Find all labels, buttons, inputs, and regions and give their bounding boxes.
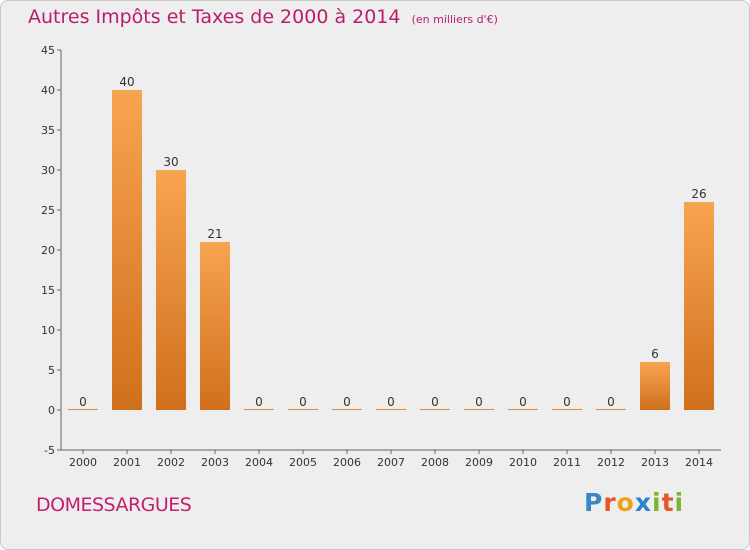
y-tick-label: 45 — [41, 44, 55, 57]
x-tick-label-2007: 2007 — [377, 456, 405, 469]
data-label-2007: 0 — [387, 395, 395, 409]
data-label-2003: 21 — [207, 227, 222, 241]
x-tick-label-2006: 2006 — [333, 456, 361, 469]
data-label-2010: 0 — [519, 395, 527, 409]
bar-2005 — [288, 409, 318, 410]
bar-2007 — [376, 409, 406, 410]
chart-unit-note: (en milliers d'€) — [411, 13, 498, 26]
y-tick-label: 0 — [48, 404, 55, 417]
data-label-2000: 0 — [79, 395, 87, 409]
data-label-2014: 26 — [691, 187, 706, 201]
bar-2008 — [420, 409, 450, 410]
x-tick-label-2002: 2002 — [157, 456, 185, 469]
y-tick-label: 5 — [48, 364, 55, 377]
y-tick-label: 25 — [41, 204, 55, 217]
data-label-2008: 0 — [431, 395, 439, 409]
x-tick-label-2009: 2009 — [465, 456, 493, 469]
x-tick-label-2000: 2000 — [69, 456, 97, 469]
data-label-2006: 0 — [343, 395, 351, 409]
data-label-2012: 0 — [607, 395, 615, 409]
chart-title: Autres Impôts et Taxes de 2000 à 2014 — [28, 6, 401, 28]
data-label-2002: 30 — [163, 155, 178, 169]
bar-2013 — [640, 362, 670, 410]
x-tick-label-2013: 2013 — [641, 456, 669, 469]
y-tick-label: 35 — [41, 124, 55, 137]
bar-2011 — [552, 409, 582, 410]
x-tick-label-2011: 2011 — [553, 456, 581, 469]
bar-2009 — [464, 409, 494, 410]
bar-2012 — [596, 409, 626, 410]
x-tick-label-2001: 2001 — [113, 456, 141, 469]
bar-2004 — [244, 409, 274, 410]
x-tick-label-2014: 2014 — [685, 456, 713, 469]
x-tick-label-2008: 2008 — [421, 456, 449, 469]
data-label-2013: 6 — [651, 347, 659, 361]
bar-2014 — [684, 202, 714, 410]
bar-2003 — [200, 242, 230, 410]
commune-name: DOMESSARGUES — [36, 494, 192, 516]
bar-2006 — [332, 409, 362, 410]
proxiti-logo: Proxiti — [584, 488, 685, 517]
x-tick-label-2003: 2003 — [201, 456, 229, 469]
x-tick-label-2010: 2010 — [509, 456, 537, 469]
bar-2000 — [68, 409, 98, 410]
data-label-2009: 0 — [475, 395, 483, 409]
x-tick-label-2005: 2005 — [289, 456, 317, 469]
y-tick-label: 10 — [41, 324, 55, 337]
y-tick-label: 30 — [41, 164, 55, 177]
y-tick-label: 40 — [41, 84, 55, 97]
x-tick-label-2004: 2004 — [245, 456, 273, 469]
y-tick-label: 15 — [41, 284, 55, 297]
bar-2010 — [508, 409, 538, 410]
x-tick-label-2012: 2012 — [597, 456, 625, 469]
data-label-2005: 0 — [299, 395, 307, 409]
y-tick-label: -5 — [44, 444, 55, 457]
y-tick-label: 20 — [41, 244, 55, 257]
data-label-2001: 40 — [119, 75, 134, 89]
bar-2001 — [112, 90, 142, 410]
data-label-2004: 0 — [255, 395, 263, 409]
chart-title-block: Autres Impôts et Taxes de 2000 à 2014 (e… — [28, 6, 498, 28]
data-label-2011: 0 — [563, 395, 571, 409]
bar-2002 — [156, 170, 186, 410]
